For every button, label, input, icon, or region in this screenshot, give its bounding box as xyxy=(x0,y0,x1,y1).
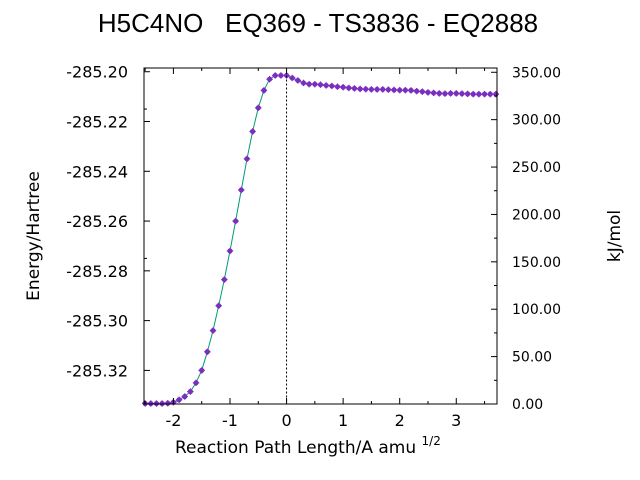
y-left-tick-label: -285.20 xyxy=(66,63,128,82)
y-right-tick-label: 150.00 xyxy=(512,255,561,271)
y-right-tick-label: 350.00 xyxy=(512,65,561,81)
y-left-tick-label: -285.28 xyxy=(66,262,128,281)
data-point xyxy=(339,83,347,91)
y-right-tick-label: 0.00 xyxy=(512,397,543,413)
data-point xyxy=(243,155,251,163)
data-point xyxy=(458,90,466,97)
y-left-tick-label: -285.32 xyxy=(66,361,128,380)
y-right-tick-label: 300.00 xyxy=(512,113,561,129)
data-point xyxy=(436,90,443,97)
data-point xyxy=(453,90,460,97)
data-point xyxy=(475,90,483,98)
data-point xyxy=(470,90,477,98)
data-point xyxy=(272,72,279,79)
data-point xyxy=(407,87,415,94)
plot-frame xyxy=(143,67,498,405)
data-point xyxy=(198,367,205,374)
data-point xyxy=(204,348,211,355)
data-point xyxy=(334,83,341,90)
y-axis-left-label: Energy/Hartree xyxy=(24,171,44,301)
data-point xyxy=(464,90,471,98)
data-point xyxy=(322,82,330,89)
data-point xyxy=(430,89,437,97)
y-left-tick-label: -285.22 xyxy=(66,113,128,132)
y-left-tick-label: -285.24 xyxy=(66,162,128,181)
data-point xyxy=(260,87,268,94)
y-right-tick-label: 200.00 xyxy=(512,207,561,223)
data-point xyxy=(238,186,245,194)
data-point xyxy=(164,400,171,407)
data-point xyxy=(368,86,375,93)
data-point xyxy=(362,85,369,93)
data-point xyxy=(328,82,336,90)
y-axis-right-label: kJ/mol xyxy=(605,210,625,262)
data-point xyxy=(249,128,256,135)
series-layer xyxy=(141,72,500,407)
data-point xyxy=(385,86,392,93)
data-point xyxy=(419,88,426,95)
y-right-tick-label: 250.00 xyxy=(512,160,561,176)
data-point xyxy=(402,86,409,94)
data-point xyxy=(181,393,188,400)
data-point xyxy=(356,85,364,93)
data-point xyxy=(255,104,262,112)
data-point xyxy=(187,388,194,395)
x-tick-label: 1 xyxy=(338,411,348,430)
data-point xyxy=(266,76,273,83)
x-tick-label: 3 xyxy=(451,411,461,430)
y-left-tick-label: -285.26 xyxy=(66,212,128,231)
y-right-tick-label: 100.00 xyxy=(512,302,561,318)
data-point xyxy=(277,72,285,79)
y-left-tick-label: -285.30 xyxy=(66,312,128,331)
ticks-layer: -2 -1 0 1 2 3 -285.20 -285.22 -285.24 -285.26 -285… xyxy=(66,63,561,430)
x-tick-label: -2 xyxy=(165,411,181,430)
data-point xyxy=(317,81,324,88)
x-tick-label: -1 xyxy=(222,411,238,430)
data-point xyxy=(487,90,494,98)
data-point xyxy=(175,396,183,403)
x-axis-label-superscript: 1/2 xyxy=(422,434,441,448)
data-point xyxy=(226,247,234,255)
data-point xyxy=(192,379,200,387)
data-point xyxy=(215,302,222,309)
data-point xyxy=(305,80,313,88)
data-point xyxy=(413,87,420,95)
data-point xyxy=(424,89,432,96)
data-point xyxy=(345,84,352,92)
x-tick-label: 0 xyxy=(281,411,291,430)
data-point xyxy=(294,77,302,84)
y-right-tick-label: 50.00 xyxy=(512,350,552,366)
data-point xyxy=(481,90,488,98)
energy-curve xyxy=(145,75,496,404)
data-point xyxy=(379,86,386,93)
data-point xyxy=(232,217,239,225)
data-point xyxy=(396,86,403,94)
data-point xyxy=(221,276,228,283)
data-point xyxy=(311,80,319,88)
x-axis-label: Reaction Path Length/A amu 1/2 xyxy=(175,434,441,458)
data-point xyxy=(300,79,307,87)
data-point xyxy=(209,327,217,334)
data-point xyxy=(441,90,449,97)
data-point xyxy=(390,86,398,94)
data-point xyxy=(447,90,454,97)
x-axis-label-text: Reaction Path Length/A amu xyxy=(175,438,416,458)
data-point xyxy=(373,86,381,93)
data-point xyxy=(351,85,358,92)
x-tick-label: 2 xyxy=(395,411,405,430)
chart-title: H5C4NO EQ369 - TS3836 - EQ2888 xyxy=(98,8,538,38)
data-point xyxy=(289,74,296,82)
